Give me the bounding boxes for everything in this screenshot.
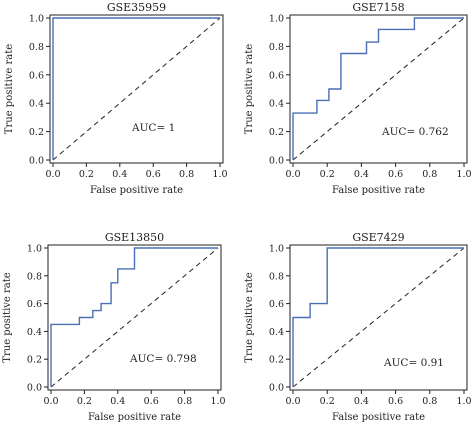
x-tick-label-1: 0.4 xyxy=(112,169,127,180)
roc-panel-1: GSE35959 0.0 0.2 0.4 0.6 0.8 1.0 0.0 0.2 0.4 0.6 0.… xyxy=(4,1,228,196)
y-tick-label-4: 1.0 xyxy=(269,244,284,255)
x-tick-label-1: 0.0 xyxy=(45,169,60,180)
x-tick-label-4: 1.0 xyxy=(456,396,471,407)
roc-panel-2: GSE7158 0.0 0.2 0.4 0.6 0.8 1.0 0.0 0.2 0.4 0.6 0.8… xyxy=(244,1,472,196)
y-axis-label-2: True positive rate xyxy=(244,44,255,134)
x-tick-label-3: 0.4 xyxy=(110,396,125,407)
plot-frame-3 xyxy=(47,244,222,391)
roc-panel-3: GSE13850 0.0 0.2 0.4 0.6 0.8 1.0 0.0 0.2 0.4 0.6 0.… xyxy=(2,231,226,423)
x-axis-label-1: False positive rate xyxy=(90,185,183,196)
x-tick-label-3: 0.2 xyxy=(77,396,92,407)
x-tick-label-4: 0.2 xyxy=(320,396,335,407)
x-tick-label-2: 0.2 xyxy=(320,169,335,180)
x-tick-label-4: 0.0 xyxy=(285,396,300,407)
panel-title-3: GSE13850 xyxy=(105,231,164,244)
y-tick-label-2: 0.0 xyxy=(269,156,284,167)
reference-diagonal-2 xyxy=(292,17,465,161)
x-tick-label-2: 0.8 xyxy=(422,169,437,180)
y-tick-label-1: 0.4 xyxy=(29,99,44,110)
x-tick-label-3: 0.8 xyxy=(177,396,192,407)
y-tick-label-1: 0.2 xyxy=(29,127,44,138)
plot-frame-4 xyxy=(289,244,468,391)
y-tick-label-4: 0.2 xyxy=(269,355,284,366)
plot-frame-2 xyxy=(289,14,468,164)
y-tick-label-1: 0.0 xyxy=(29,156,44,167)
auc-label-3: AUC= 0.798 xyxy=(129,353,197,365)
x-tick-label-2: 0.4 xyxy=(354,169,369,180)
x-tick-label-2: 0.0 xyxy=(285,169,300,180)
panel-title-1: GSE35959 xyxy=(107,1,166,14)
y-tick-label-3: 0.4 xyxy=(27,327,42,338)
reference-diagonal-4 xyxy=(292,247,465,388)
x-axis-label-3: False positive rate xyxy=(88,412,181,423)
x-tick-label-1: 0.6 xyxy=(146,169,161,180)
y-axis-label-4: True positive rate xyxy=(244,272,255,362)
y-tick-label-3: 0.6 xyxy=(27,299,42,310)
y-tick-label-3: 0.8 xyxy=(27,271,42,282)
y-axis-label-1: True positive rate xyxy=(4,44,15,134)
x-tick-label-1: 0.2 xyxy=(79,169,94,180)
roc-curve-4 xyxy=(292,247,464,387)
y-tick-label-4: 0.0 xyxy=(269,383,284,394)
auc-label-2: AUC= 0.762 xyxy=(381,126,449,138)
x-tick-label-4: 0.8 xyxy=(422,396,437,407)
x-tick-label-1: 0.8 xyxy=(179,169,194,180)
panel-title-2: GSE7158 xyxy=(352,1,404,14)
reference-diagonal-3 xyxy=(50,247,219,388)
x-tick-label-2: 0.6 xyxy=(388,169,403,180)
roc-curve-1 xyxy=(52,17,220,160)
x-axis-label-2: False positive rate xyxy=(332,185,425,196)
auc-label-4: AUC= 0.91 xyxy=(383,357,444,369)
y-tick-label-1: 0.6 xyxy=(29,70,44,81)
x-tick-label-1: 1.0 xyxy=(212,169,227,180)
x-tick-label-2: 1.0 xyxy=(456,169,471,180)
x-tick-label-4: 0.4 xyxy=(354,396,369,407)
reference-diagonal-1 xyxy=(52,17,221,161)
y-tick-label-3: 0.0 xyxy=(27,383,42,394)
roc-curve-2 xyxy=(292,17,464,160)
x-tick-label-3: 1.0 xyxy=(210,396,225,407)
panel-title-4: GSE7429 xyxy=(352,231,404,244)
x-axis-label-4: False positive rate xyxy=(332,412,425,423)
auc-label-1: AUC= 1 xyxy=(131,122,175,134)
x-tick-label-3: 0.0 xyxy=(43,396,58,407)
y-axis-label-3: True positive rate xyxy=(2,272,13,362)
x-tick-label-3: 0.6 xyxy=(144,396,159,407)
y-tick-label-4: 0.6 xyxy=(269,299,284,310)
y-tick-label-2: 0.2 xyxy=(269,127,284,138)
y-tick-label-3: 0.2 xyxy=(27,355,42,366)
x-tick-label-4: 0.6 xyxy=(388,396,403,407)
y-tick-label-2: 0.8 xyxy=(269,42,284,53)
roc-panel-4: GSE7429 0.0 0.2 0.4 0.6 0.8 1.0 0.0 0.2 0.4 0.6 0.8… xyxy=(244,231,472,423)
y-tick-label-2: 0.4 xyxy=(269,99,284,110)
y-tick-label-3: 1.0 xyxy=(27,244,42,255)
y-tick-label-2: 1.0 xyxy=(269,14,284,25)
roc-curve-3 xyxy=(50,247,218,387)
y-tick-label-2: 0.6 xyxy=(269,70,284,81)
plot-frame-1 xyxy=(49,14,224,164)
y-tick-label-4: 0.8 xyxy=(269,271,284,282)
y-tick-label-1: 0.8 xyxy=(29,42,44,53)
y-tick-label-1: 1.0 xyxy=(29,14,44,25)
y-tick-label-4: 0.4 xyxy=(269,327,284,338)
